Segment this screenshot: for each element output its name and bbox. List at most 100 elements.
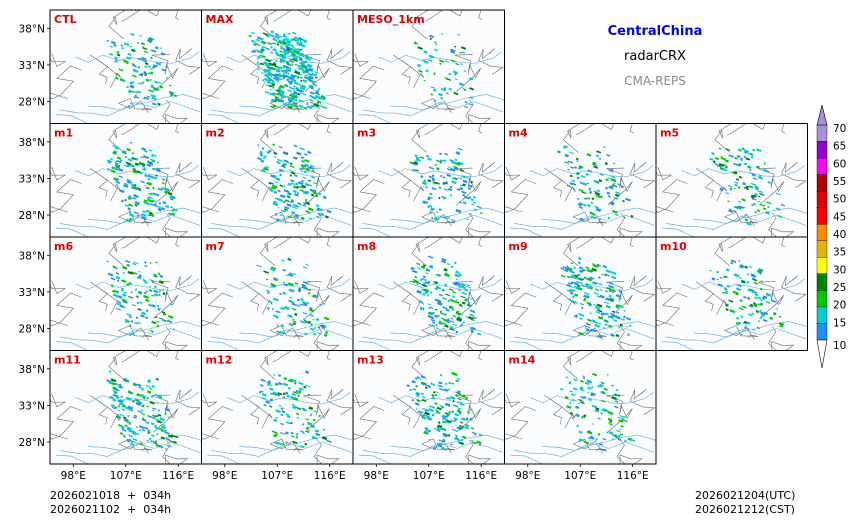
echo-cell — [310, 324, 313, 326]
echo-cell — [755, 309, 760, 313]
echo-cell — [145, 316, 149, 320]
echo-cell — [607, 195, 611, 198]
echo-cell — [133, 414, 138, 418]
echo-cell — [448, 307, 451, 310]
echo-cell — [406, 384, 410, 388]
echo-cell — [134, 162, 139, 166]
echo-cell — [457, 161, 463, 165]
echo-cell — [248, 34, 252, 38]
echo-cell — [741, 147, 745, 151]
echo-cell — [587, 169, 593, 173]
echo-cell — [274, 99, 277, 103]
echo-cell — [605, 269, 611, 273]
echo-cell — [310, 424, 316, 429]
echo-cell — [257, 63, 261, 66]
echo-cell — [429, 37, 432, 41]
echo-cell — [259, 62, 265, 66]
panel-m1: m1 — [49, 123, 202, 238]
echo-cell — [140, 409, 144, 412]
echo-cell — [758, 190, 763, 194]
province-boundary — [201, 393, 218, 408]
echo-cell — [173, 94, 178, 98]
echo-cell — [108, 370, 112, 373]
echo-cell — [590, 394, 594, 397]
echo-cell — [117, 399, 124, 404]
echo-cell — [433, 445, 437, 449]
echo-cell — [158, 205, 162, 208]
echo-cell — [159, 420, 163, 423]
province-boundary — [108, 123, 138, 153]
echo-cell — [172, 440, 177, 444]
panel-map-layer — [201, 350, 353, 464]
echo-cell — [150, 294, 155, 297]
echo-cell — [266, 73, 272, 77]
echo-cell — [452, 314, 457, 318]
echo-cell — [608, 294, 612, 298]
echo-cell — [419, 378, 422, 381]
echo-cell — [154, 87, 160, 91]
echo-cell — [280, 432, 286, 435]
echo-cell — [298, 89, 304, 93]
echo-cell — [586, 318, 592, 322]
echo-cell — [750, 182, 757, 186]
echo-cell — [596, 263, 600, 267]
echo-cell — [427, 294, 430, 297]
echo-cell — [437, 384, 443, 388]
echo-cell — [321, 436, 328, 441]
echo-cell — [760, 317, 763, 320]
echo-cell — [590, 435, 593, 439]
echo-cell — [607, 410, 614, 416]
echo-cell — [121, 408, 126, 411]
river-line — [211, 101, 352, 117]
echo-cell — [424, 290, 429, 295]
echo-cell — [460, 63, 463, 66]
province-boundary — [562, 123, 592, 153]
echo-cell — [454, 72, 457, 76]
echo-cell — [297, 394, 300, 398]
echo-cell — [275, 177, 281, 182]
echo-cell — [285, 200, 288, 202]
echo-cell — [458, 412, 461, 414]
province-boundary — [201, 406, 234, 440]
echo-cell — [276, 43, 280, 46]
echo-cell — [452, 70, 459, 74]
echo-cell — [129, 45, 132, 48]
echo-cell — [311, 95, 318, 100]
echo-cell — [609, 297, 615, 301]
echo-cell — [299, 92, 302, 95]
echo-cell — [740, 280, 746, 284]
echo-cell — [271, 73, 277, 77]
echo-cell — [446, 168, 451, 171]
echo-cell — [139, 314, 145, 318]
echo-cell — [441, 288, 445, 292]
echo-cell — [619, 323, 624, 327]
echo-cell — [577, 256, 582, 261]
echo-cell — [757, 200, 760, 203]
echo-cell — [148, 437, 152, 441]
province-boundary — [162, 212, 189, 237]
province-boundary — [353, 406, 385, 440]
echo-cell — [251, 31, 255, 35]
echo-cell — [760, 303, 763, 306]
echo-cell — [272, 86, 275, 89]
echo-cell — [149, 387, 153, 390]
echo-cell — [274, 180, 279, 184]
echo-cell — [262, 32, 269, 36]
panel-label: m2 — [206, 127, 225, 140]
echo-cell — [269, 93, 275, 97]
echo-cell — [129, 213, 135, 217]
echo-cell — [299, 52, 305, 56]
echo-cell — [761, 296, 766, 300]
echo-cell — [585, 328, 591, 332]
echo-cell — [138, 73, 144, 77]
echo-cell — [421, 283, 427, 288]
echo-cell — [447, 434, 451, 437]
echo-cell — [725, 148, 731, 151]
echo-cell — [315, 195, 319, 198]
echo-cell — [141, 147, 147, 151]
echo-cell — [310, 86, 314, 90]
echo-cell — [157, 187, 163, 191]
echo-cell — [157, 207, 162, 212]
echo-cell — [416, 282, 422, 285]
echo-cell — [724, 290, 729, 293]
